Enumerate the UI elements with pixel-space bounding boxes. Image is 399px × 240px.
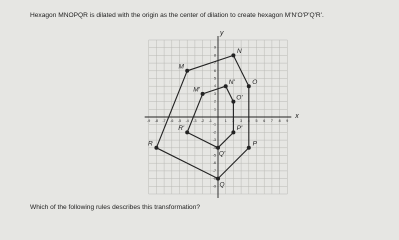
y-tick-label: 8 <box>214 53 216 57</box>
x-axis-label: x <box>294 113 299 120</box>
vertex <box>200 91 205 96</box>
x-tick-label: 3 <box>240 119 242 123</box>
x-tick-label: -3 <box>193 119 196 123</box>
x-tick-label: -1 <box>209 119 212 123</box>
vertex <box>185 68 190 73</box>
coordinate-plane: x y -9 -8 -7 -6 -5 -4 -3 -2 -1 1 2 3 4 5 6 7 8 9 -9 -8 -7 -6 -5 -… <box>144 30 299 198</box>
x-tick-label: -7 <box>162 119 165 123</box>
y-tick-label: -9 <box>213 184 216 188</box>
y-tick-label: 1 <box>214 107 216 111</box>
question: Hexagon MNOPQR is dilated with the origi… <box>30 12 324 19</box>
vertex <box>185 130 190 135</box>
x-tick-label: -4 <box>186 119 189 123</box>
y-tick-label: 2 <box>214 100 216 104</box>
vertex <box>246 145 251 150</box>
vertex-label: O' <box>236 94 243 101</box>
y-axis-label: y <box>219 30 224 37</box>
vertex-label: O <box>252 79 257 86</box>
vertex <box>246 84 251 89</box>
x-tick-label: 7 <box>271 119 273 123</box>
x-tick-label: -9 <box>147 119 150 123</box>
y-tick-label: 4 <box>214 84 216 88</box>
y-tick-label: 3 <box>214 92 216 96</box>
vertex <box>216 176 220 181</box>
y-tick-label: -2 <box>213 130 216 134</box>
vertex <box>231 53 236 58</box>
x-tick-label: -8 <box>155 119 158 123</box>
vertex-label: Q <box>219 181 224 188</box>
vertex-label: P <box>253 141 258 148</box>
y-tick-label: -5 <box>213 153 216 157</box>
y-tick-label: -3 <box>213 138 216 142</box>
page: Hexagon MNOPQR is dilated with the origi… <box>30 12 324 211</box>
y-tick-label: -4 <box>213 146 216 150</box>
vertex-label: M' <box>193 87 200 94</box>
y-tick-label: -8 <box>213 177 216 181</box>
x-tick-label: -6 <box>170 119 173 123</box>
vertex <box>231 130 236 135</box>
y-tick-label: -1 <box>213 123 216 127</box>
vertex-label: P' <box>237 125 243 132</box>
vertex-label: N' <box>229 79 236 86</box>
vertex-label: R <box>148 141 153 148</box>
y-tick-label: 6 <box>214 69 216 73</box>
x-tick-label: 8 <box>279 119 281 123</box>
vertex <box>154 145 159 150</box>
prompt: Which of the following rules describes t… <box>30 204 201 211</box>
x-tick-label: -2 <box>201 119 204 123</box>
x-tick-label: 6 <box>263 119 265 123</box>
y-tick-label: 9 <box>214 46 216 50</box>
vertex <box>223 84 228 89</box>
x-tick-label: 1 <box>225 119 227 123</box>
vertex-label: M <box>178 64 184 71</box>
x-tick-label: 5 <box>256 119 258 123</box>
vertex-label: R' <box>178 125 185 132</box>
y-tick-label: -7 <box>213 169 216 173</box>
y-tick-label: -6 <box>213 161 216 165</box>
y-tick-label: 5 <box>214 76 216 80</box>
vertex <box>216 145 220 150</box>
vertex-label: Q' <box>219 151 226 158</box>
vertex-label: N <box>237 48 242 55</box>
x-tick-label: 9 <box>286 119 288 123</box>
y-tick-label: 7 <box>214 61 216 65</box>
vertex <box>231 99 236 104</box>
x-tick-label: -5 <box>178 119 181 123</box>
